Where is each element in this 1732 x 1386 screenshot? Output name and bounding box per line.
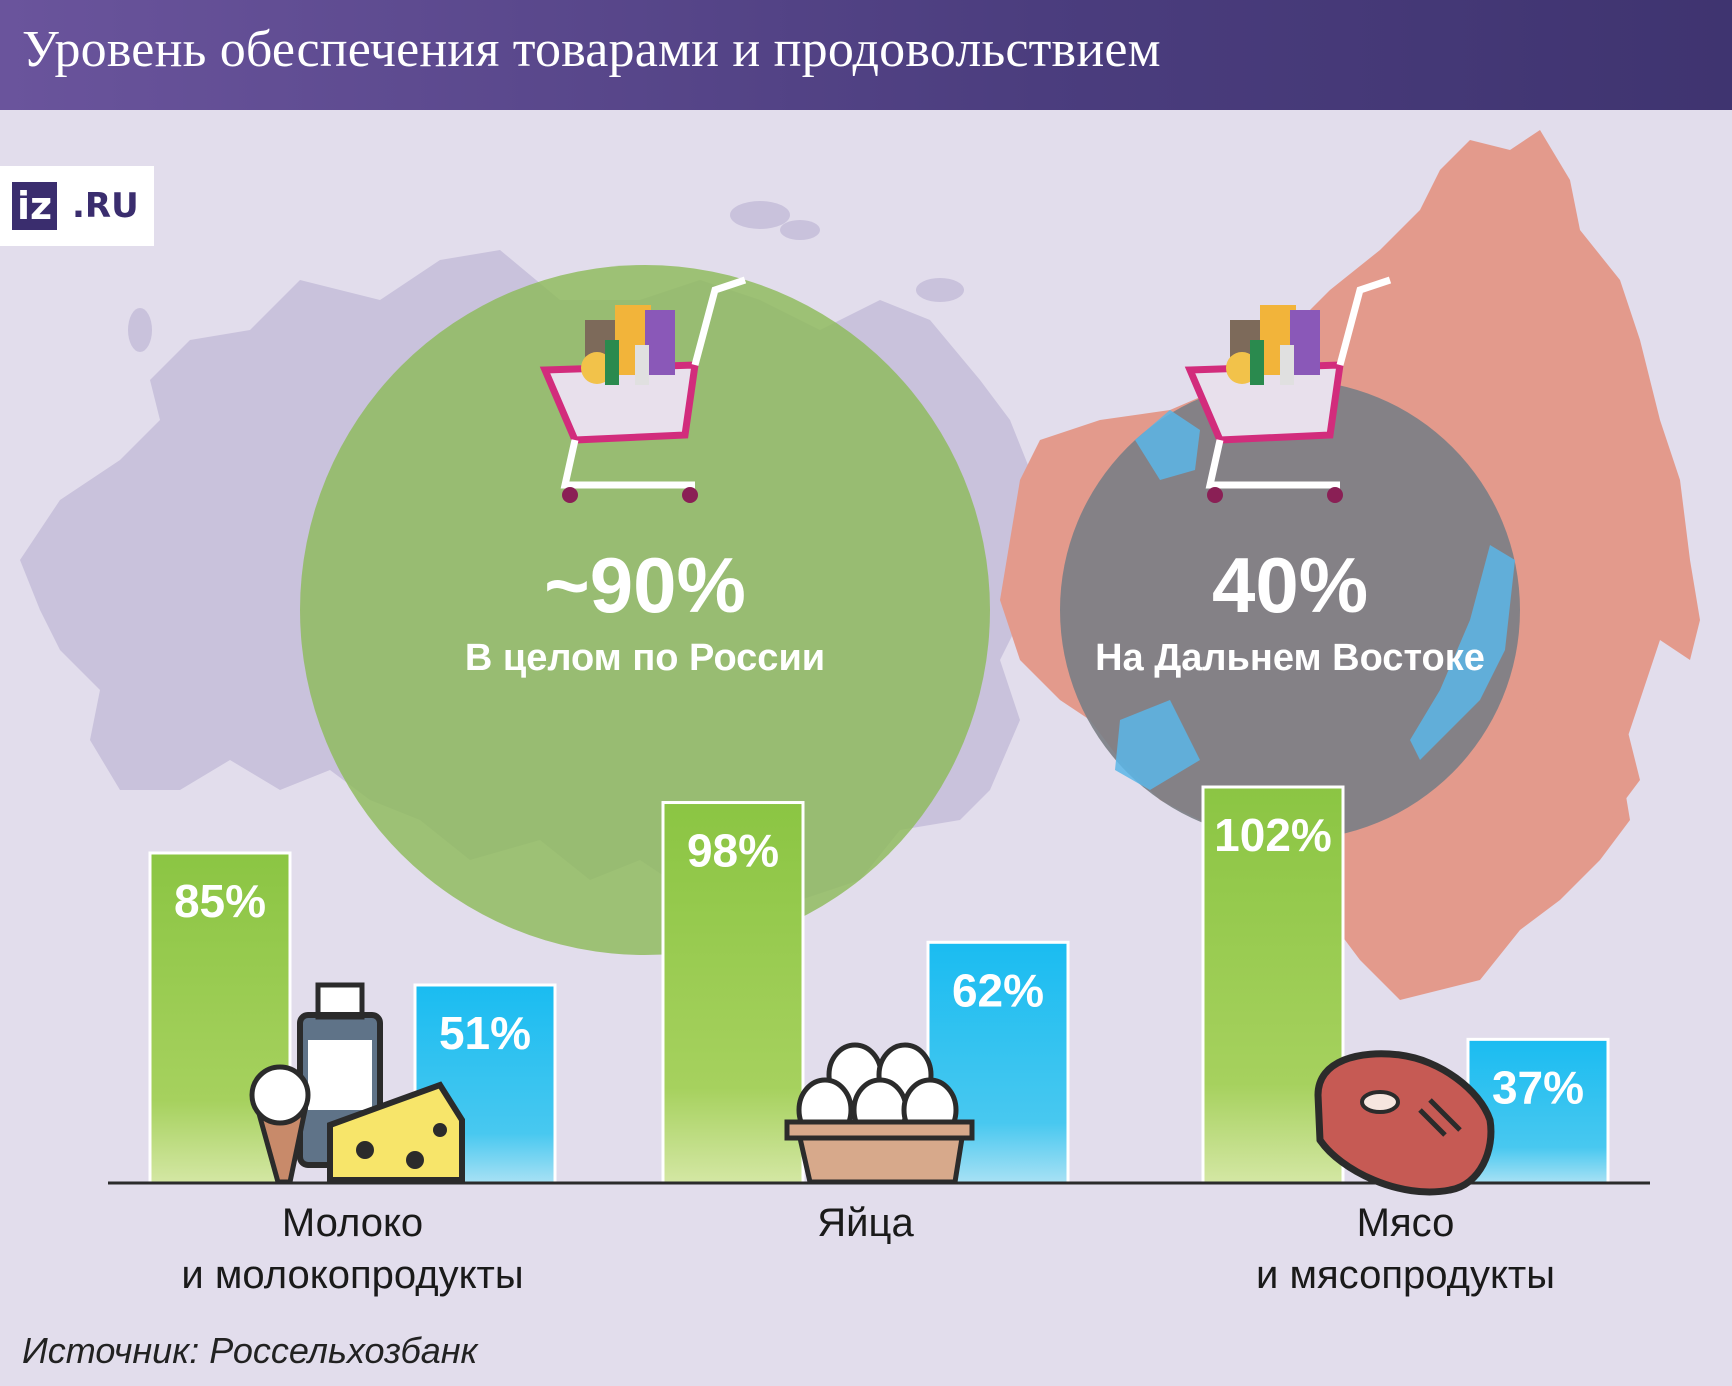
map-kamchatka (1520, 620, 1640, 820)
logo-iz-mark: iz (12, 182, 58, 230)
bar-label-far-east-1: 62% (952, 964, 1044, 1016)
bar-label-russia-2: 102% (1214, 809, 1332, 861)
far-east-highlight (1115, 410, 1515, 790)
egg-tray-icon (784, 1042, 975, 1185)
bar-label-russia-0: 85% (174, 875, 266, 927)
russia-summary-value: ~90% (544, 541, 746, 629)
far-east-summary-label: На Дальнем Востоке (1095, 637, 1485, 679)
ice-cream-icon (249, 1064, 311, 1185)
steak-icon (1314, 1050, 1495, 1196)
category-label-2-line-1: и мясопродукты (1256, 1253, 1555, 1297)
bar-label-russia-1: 98% (687, 825, 779, 877)
shopping-cart-icon (1184, 276, 1392, 503)
page-title: Уровень обеспечения товарами и продоволь… (22, 21, 1161, 78)
category-label-2-line-0: Мясо (1357, 1201, 1455, 1245)
far-east-summary-value: 40% (1212, 541, 1368, 629)
iz-ru-logo: iz .RU (0, 166, 154, 246)
category-label-1-line-0: Яйца (817, 1201, 914, 1245)
map-islands (128, 201, 964, 352)
bar-label-far-east-2: 37% (1492, 1061, 1584, 1113)
logo-ru-mark: .RU (72, 186, 139, 226)
bar-label-far-east-0: 51% (439, 1007, 531, 1059)
map-sakhalin (1590, 520, 1620, 660)
cheese-icon (327, 1081, 465, 1183)
header-bar: Уровень обеспечения товарами и продоволь… (0, 0, 1732, 110)
category-label-0-line-1: и молокопродукты (181, 1253, 523, 1297)
category-label-0-line-0: Молоко (282, 1201, 423, 1245)
russia-circle (300, 265, 990, 955)
source-note: Источник: Россельхозбанк (22, 1330, 478, 1371)
bar-russia-1 (661, 801, 805, 1185)
shopping-cart-icon (539, 276, 747, 503)
russia-summary-label: В целом по России (465, 637, 825, 679)
category-labels: Молоко и молокопродукты Яйца Мясо и мясопрод… (181, 1201, 1555, 1297)
